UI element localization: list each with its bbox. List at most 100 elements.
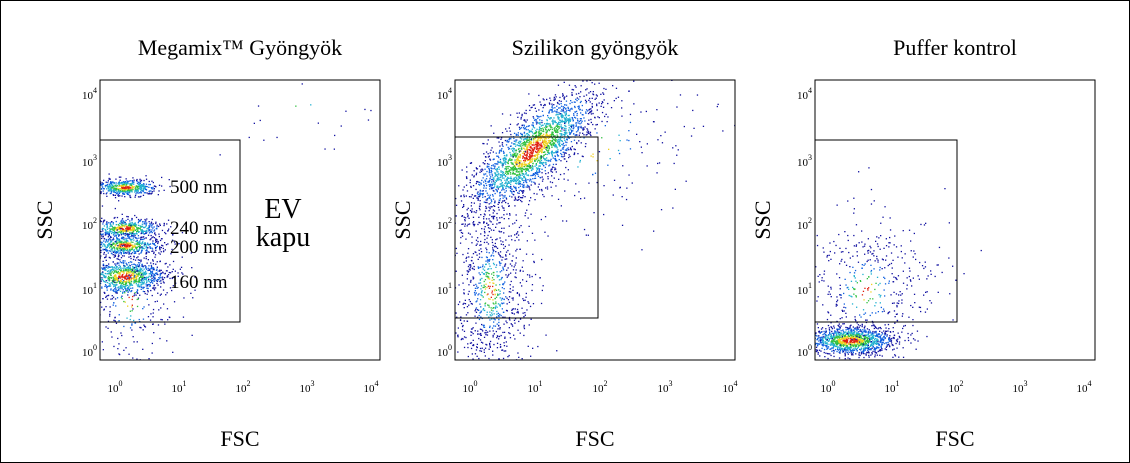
event-dot bbox=[119, 245, 121, 248]
event-dot bbox=[556, 134, 558, 136]
event-dot bbox=[153, 230, 155, 232]
event-dot bbox=[558, 107, 560, 109]
event-dot bbox=[514, 154, 516, 157]
event-dot bbox=[501, 185, 503, 187]
event-dot bbox=[163, 250, 165, 252]
event-dot bbox=[162, 271, 164, 273]
event-dot bbox=[133, 263, 135, 265]
event-dot bbox=[545, 123, 548, 125]
event-dot bbox=[520, 127, 523, 129]
event-dot bbox=[503, 157, 505, 159]
event-dot bbox=[524, 157, 526, 159]
event-dot bbox=[142, 287, 144, 290]
event-dot bbox=[536, 121, 538, 123]
event-dot bbox=[120, 228, 122, 230]
event-dot bbox=[535, 142, 537, 144]
event-dot bbox=[571, 117, 573, 119]
event-dot bbox=[545, 124, 547, 127]
event-dot bbox=[136, 228, 138, 230]
event-dot bbox=[513, 185, 515, 187]
event-dot bbox=[107, 245, 109, 247]
event-dot bbox=[563, 155, 566, 157]
event-dot bbox=[164, 323, 166, 325]
event-dot bbox=[125, 188, 127, 191]
event-dot bbox=[120, 242, 123, 244]
event-dot bbox=[164, 272, 166, 275]
event-dot bbox=[496, 171, 498, 173]
event-dot bbox=[154, 301, 156, 303]
event-dot bbox=[547, 135, 549, 137]
event-dot bbox=[507, 162, 509, 164]
event-dot bbox=[469, 179, 471, 181]
event-dot bbox=[162, 272, 164, 274]
event-dot bbox=[151, 267, 153, 270]
event-dot bbox=[142, 230, 144, 232]
event-dot bbox=[533, 144, 535, 146]
event-dot bbox=[529, 178, 531, 180]
event-dot bbox=[508, 148, 510, 150]
event-dot bbox=[124, 223, 126, 225]
event-dot bbox=[523, 125, 525, 127]
event-dot bbox=[560, 124, 562, 126]
event-dot bbox=[545, 132, 547, 134]
event-dot bbox=[488, 165, 490, 168]
event-dot bbox=[138, 318, 140, 321]
event-dot bbox=[137, 192, 139, 194]
event-dot bbox=[114, 270, 116, 272]
event-dot bbox=[566, 148, 568, 150]
event-dot bbox=[561, 121, 563, 123]
event-dot bbox=[558, 126, 560, 128]
event-dot bbox=[548, 165, 550, 167]
event-dot bbox=[534, 155, 536, 158]
event-dot bbox=[529, 153, 531, 155]
event-dot bbox=[121, 255, 124, 257]
event-dot bbox=[126, 189, 128, 191]
event-dot bbox=[542, 194, 544, 196]
event-dot bbox=[115, 292, 117, 294]
event-dot bbox=[128, 244, 130, 246]
event-dot bbox=[115, 264, 117, 266]
event-dot bbox=[109, 192, 111, 195]
event-dot bbox=[137, 227, 139, 229]
event-dot bbox=[137, 256, 139, 258]
event-dot bbox=[527, 169, 529, 171]
event-dot bbox=[531, 165, 534, 167]
event-dot bbox=[137, 298, 139, 300]
event-dot bbox=[569, 155, 571, 158]
event-dot bbox=[115, 239, 117, 242]
event-dot bbox=[510, 173, 512, 175]
scatter-cloud bbox=[100, 83, 372, 360]
event-dot bbox=[100, 230, 102, 233]
event-dot bbox=[148, 284, 151, 286]
event-dot bbox=[528, 164, 530, 166]
event-dot bbox=[475, 174, 477, 176]
event-dot bbox=[118, 228, 120, 230]
event-dot bbox=[553, 177, 555, 179]
event-dot bbox=[165, 233, 167, 235]
event-dot bbox=[105, 229, 107, 232]
event-dot bbox=[527, 144, 529, 147]
event-dot bbox=[147, 242, 149, 244]
event-dot bbox=[578, 126, 580, 128]
event-dot bbox=[123, 229, 125, 231]
event-dot bbox=[121, 249, 123, 251]
event-dot bbox=[582, 155, 584, 158]
event-dot bbox=[496, 191, 498, 193]
event-dot bbox=[149, 282, 151, 284]
event-dot bbox=[559, 139, 561, 141]
event-dot bbox=[122, 260, 124, 262]
event-dot bbox=[148, 229, 150, 231]
event-dot bbox=[126, 192, 129, 194]
event-dot bbox=[492, 350, 494, 352]
event-dot bbox=[123, 226, 126, 228]
event-dot bbox=[560, 100, 562, 102]
event-dot bbox=[142, 274, 144, 276]
event-dot bbox=[149, 192, 151, 194]
event-dot bbox=[510, 183, 512, 186]
event-dot bbox=[123, 193, 126, 195]
event-dot bbox=[518, 177, 520, 180]
event-dot bbox=[504, 182, 506, 185]
event-dot bbox=[136, 239, 138, 241]
event-dot bbox=[525, 138, 527, 140]
event-dot bbox=[121, 278, 123, 280]
